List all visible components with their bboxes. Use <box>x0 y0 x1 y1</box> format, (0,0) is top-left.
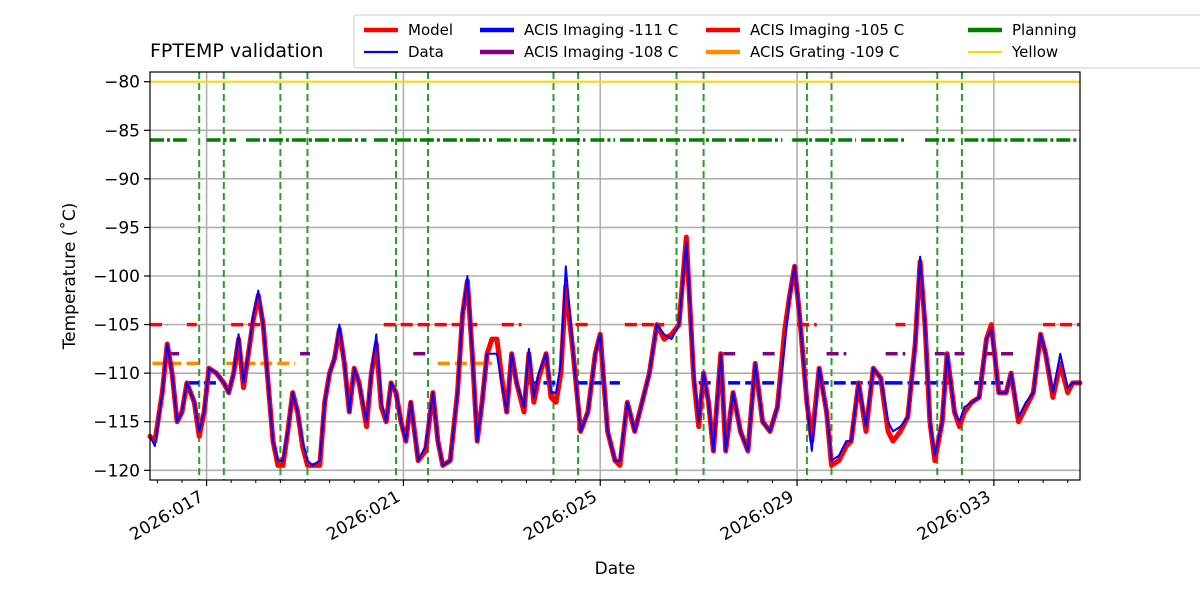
legend-label: Data <box>408 43 444 61</box>
y-tick-label: −100 <box>93 267 140 287</box>
legend-label: Planning <box>1012 21 1077 39</box>
legend-label: Model <box>408 21 453 39</box>
y-tick-label: −95 <box>104 218 140 238</box>
legend-label: ACIS Imaging -105 C <box>750 21 904 39</box>
chart-title: FPTEMP validation <box>150 40 323 62</box>
y-axis-ticks: −80 −85 −90 −95 −100 −105 −110 −115 −120 <box>93 73 150 481</box>
y-tick-label: −110 <box>93 364 140 384</box>
legend: Model Data ACIS Imaging -111 C ACIS Imaging… <box>353 14 1200 69</box>
legend-label: ACIS Grating -109 C <box>750 43 899 61</box>
y-tick-label: −90 <box>104 170 140 190</box>
x-axis-label: Date <box>595 559 636 579</box>
y-tick-label: −120 <box>93 461 140 481</box>
legend-label: Yellow <box>1011 43 1058 61</box>
y-tick-label: −105 <box>93 316 140 336</box>
y-tick-label: −80 <box>104 73 140 93</box>
legend-label: ACIS Imaging -111 C <box>524 21 678 39</box>
y-tick-label: −115 <box>93 413 140 433</box>
y-axis-label: Temperature (˚C) <box>59 203 80 351</box>
series <box>147 234 1083 468</box>
y-tick-label: −85 <box>104 121 140 141</box>
legend-label: ACIS Imaging -108 C <box>524 43 678 61</box>
data-line <box>149 241 1080 467</box>
